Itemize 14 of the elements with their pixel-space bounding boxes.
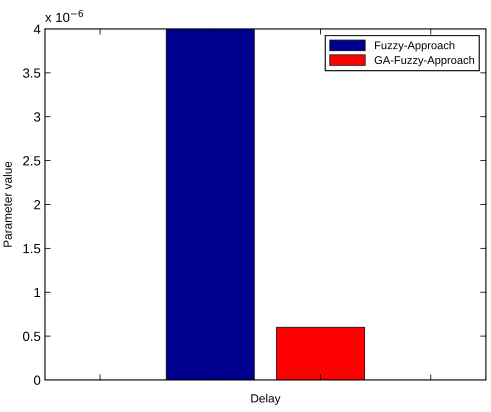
x-axis-title: Delay <box>251 394 281 405</box>
y-tick-label: 1.5 <box>23 244 40 254</box>
y-tick-label: 4 <box>34 24 40 34</box>
legend-label: Fuzzy-Approach <box>375 41 454 52</box>
y-axis-title: Parameter value <box>3 162 12 247</box>
y-tick-label: 2 <box>34 200 40 210</box>
y-tick-label: 3.5 <box>22 68 40 78</box>
y-tick-label: 1 <box>34 288 40 298</box>
legend-label: GA-Fuzzy-Approach <box>374 56 474 66</box>
y-tick-label: 0.5 <box>22 332 40 342</box>
text: x 10$^{−6}$ <box>45 10 84 22</box>
y-tick-label: 2.5 <box>23 156 40 166</box>
y-tick-label: 3 <box>34 112 40 122</box>
y-tick-label: 0 <box>34 376 40 385</box>
